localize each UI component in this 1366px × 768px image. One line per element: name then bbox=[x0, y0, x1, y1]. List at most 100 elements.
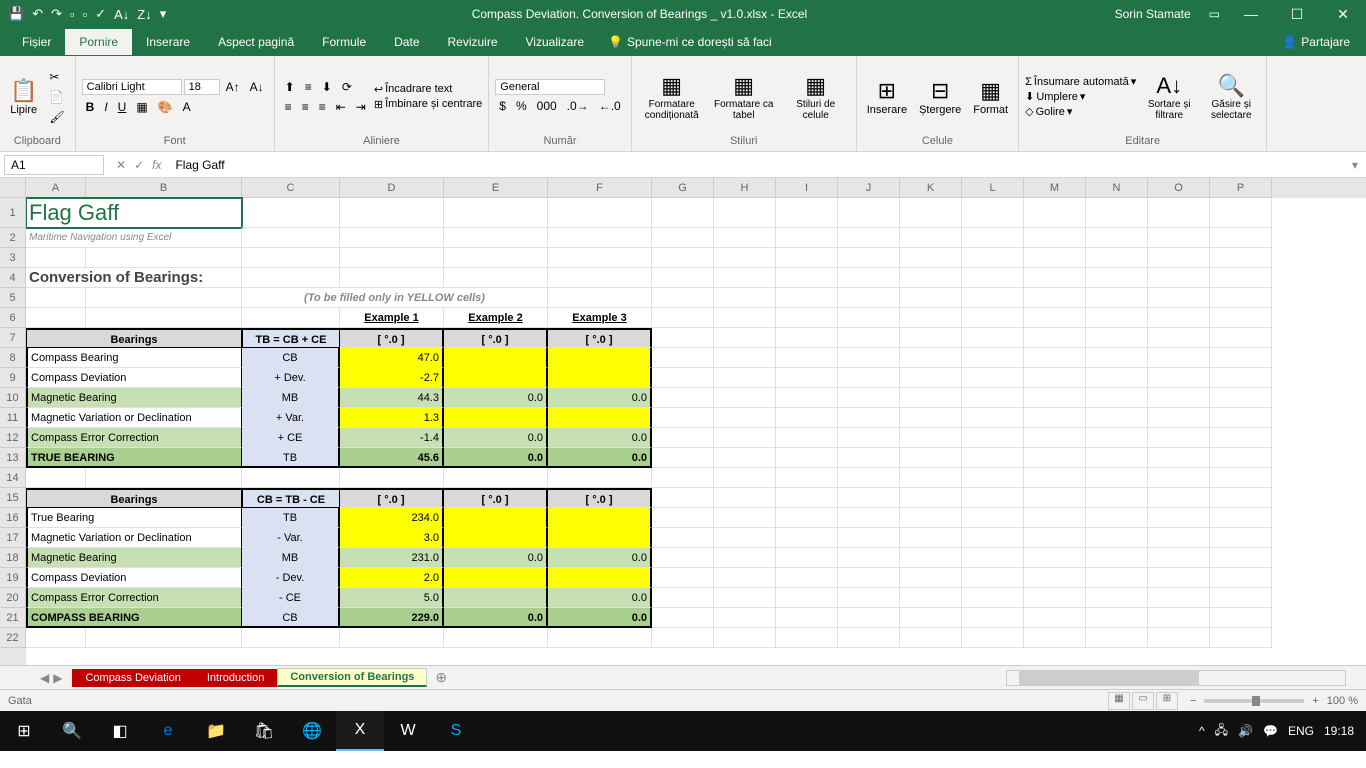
cell[interactable] bbox=[1024, 268, 1086, 288]
cell[interactable] bbox=[962, 468, 1024, 488]
cell[interactable] bbox=[1148, 248, 1210, 268]
cell[interactable] bbox=[86, 468, 242, 488]
cell[interactable] bbox=[962, 228, 1024, 248]
cell[interactable]: 44.3 bbox=[340, 388, 444, 408]
cell[interactable] bbox=[652, 268, 714, 288]
cell[interactable] bbox=[652, 368, 714, 388]
wrap-text-button[interactable]: ↩ Încadrare text bbox=[374, 83, 482, 96]
cell[interactable] bbox=[776, 628, 838, 648]
cell[interactable] bbox=[1148, 628, 1210, 648]
cell[interactable] bbox=[900, 588, 962, 608]
cell[interactable] bbox=[548, 408, 652, 428]
row-header-11[interactable]: 11 bbox=[0, 408, 26, 428]
cell[interactable] bbox=[1148, 588, 1210, 608]
cell[interactable] bbox=[900, 468, 962, 488]
cell[interactable] bbox=[652, 348, 714, 368]
cell[interactable] bbox=[962, 328, 1024, 348]
decrease-font-icon[interactable]: A↓ bbox=[246, 78, 268, 96]
cell[interactable] bbox=[1210, 568, 1272, 588]
row-header-16[interactable]: 16 bbox=[0, 508, 26, 528]
cell[interactable] bbox=[1148, 608, 1210, 628]
cell[interactable] bbox=[714, 428, 776, 448]
row-header-7[interactable]: 7 bbox=[0, 328, 26, 348]
cell[interactable]: + Var. bbox=[242, 408, 340, 428]
cell[interactable] bbox=[1086, 588, 1148, 608]
italic-button[interactable]: I bbox=[100, 98, 111, 116]
cell[interactable]: Magnetic Bearing bbox=[26, 388, 242, 408]
cell[interactable] bbox=[444, 368, 548, 388]
ribbon-options-icon[interactable]: ▭ bbox=[1201, 7, 1228, 21]
cell[interactable] bbox=[652, 548, 714, 568]
align-left-icon[interactable]: ≡ bbox=[281, 98, 296, 116]
store-icon[interactable]: 🛍 bbox=[240, 711, 288, 751]
cell[interactable] bbox=[548, 628, 652, 648]
cell[interactable] bbox=[1086, 198, 1148, 228]
delete-cells-button[interactable]: ⊟Ștergere bbox=[915, 76, 965, 118]
orientation-icon[interactable]: ⟳ bbox=[338, 78, 356, 96]
cell[interactable] bbox=[1024, 228, 1086, 248]
cell[interactable] bbox=[714, 628, 776, 648]
cell[interactable] bbox=[900, 228, 962, 248]
cell[interactable]: Maritime Navigation using Excel bbox=[26, 228, 242, 248]
cell[interactable] bbox=[652, 288, 714, 308]
cell[interactable] bbox=[838, 428, 900, 448]
edge-icon[interactable]: e bbox=[144, 711, 192, 751]
paste-button[interactable]: 📋 Lipire bbox=[6, 76, 41, 118]
cell[interactable] bbox=[548, 228, 652, 248]
cell[interactable] bbox=[962, 528, 1024, 548]
cell[interactable] bbox=[838, 308, 900, 328]
cell[interactable] bbox=[1148, 308, 1210, 328]
cell[interactable] bbox=[1148, 198, 1210, 228]
cell[interactable] bbox=[1210, 428, 1272, 448]
align-center-icon[interactable]: ≡ bbox=[298, 98, 313, 116]
cell[interactable]: 5.0 bbox=[340, 588, 444, 608]
find-select-button[interactable]: 🔍Găsire și selectare bbox=[1202, 71, 1260, 123]
cell[interactable]: CB bbox=[242, 348, 340, 368]
volume-icon[interactable]: 🔊 bbox=[1238, 724, 1253, 738]
col-header-O[interactable]: O bbox=[1148, 178, 1210, 198]
cell[interactable] bbox=[444, 348, 548, 368]
tray-up-icon[interactable]: ^ bbox=[1199, 724, 1205, 738]
cell[interactable] bbox=[776, 328, 838, 348]
cell[interactable] bbox=[548, 528, 652, 548]
undo-icon[interactable]: ↶ bbox=[32, 6, 43, 22]
cell[interactable] bbox=[962, 408, 1024, 428]
cell[interactable] bbox=[86, 628, 242, 648]
cell[interactable] bbox=[776, 448, 838, 468]
cell[interactable]: 0.0 bbox=[548, 448, 652, 468]
tab-page-layout[interactable]: Aspect pagină bbox=[204, 29, 308, 55]
cell[interactable] bbox=[776, 308, 838, 328]
cell[interactable] bbox=[444, 248, 548, 268]
view-normal-button[interactable]: ▦ bbox=[1108, 692, 1130, 710]
cell[interactable] bbox=[1148, 568, 1210, 588]
cell[interactable] bbox=[776, 288, 838, 308]
minimize-icon[interactable]: — bbox=[1228, 6, 1274, 23]
tab-formulas[interactable]: Formule bbox=[308, 29, 380, 55]
cell[interactable] bbox=[1210, 408, 1272, 428]
cell[interactable] bbox=[1148, 268, 1210, 288]
cell[interactable] bbox=[714, 268, 776, 288]
zoom-slider[interactable] bbox=[1204, 699, 1304, 703]
cell[interactable] bbox=[1210, 448, 1272, 468]
col-header-I[interactable]: I bbox=[776, 178, 838, 198]
cell[interactable] bbox=[776, 408, 838, 428]
cell[interactable] bbox=[548, 468, 652, 488]
cell[interactable] bbox=[838, 448, 900, 468]
cell[interactable] bbox=[26, 628, 86, 648]
cell[interactable] bbox=[776, 528, 838, 548]
cell[interactable] bbox=[838, 268, 900, 288]
fill-color-button[interactable]: 🎨 bbox=[154, 98, 177, 116]
cell[interactable]: 0.0 bbox=[444, 608, 548, 628]
cell[interactable] bbox=[838, 608, 900, 628]
cell[interactable] bbox=[962, 288, 1024, 308]
qat-icon[interactable]: ✓ bbox=[95, 6, 106, 22]
cell[interactable] bbox=[838, 588, 900, 608]
cell[interactable] bbox=[1024, 548, 1086, 568]
cell[interactable] bbox=[962, 428, 1024, 448]
cell[interactable] bbox=[26, 308, 86, 328]
cell[interactable] bbox=[776, 368, 838, 388]
underline-button[interactable]: U bbox=[114, 98, 131, 116]
close-icon[interactable]: ✕ bbox=[1320, 6, 1366, 23]
row-header-17[interactable]: 17 bbox=[0, 528, 26, 548]
cell[interactable]: COMPASS BEARING bbox=[26, 608, 242, 628]
